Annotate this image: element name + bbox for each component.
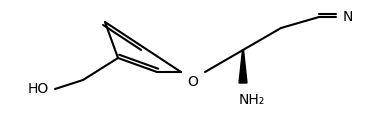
Text: N: N (343, 10, 353, 24)
Polygon shape (239, 50, 247, 83)
Text: NH₂: NH₂ (239, 93, 265, 107)
Text: HO: HO (28, 82, 49, 96)
Text: O: O (187, 75, 198, 89)
